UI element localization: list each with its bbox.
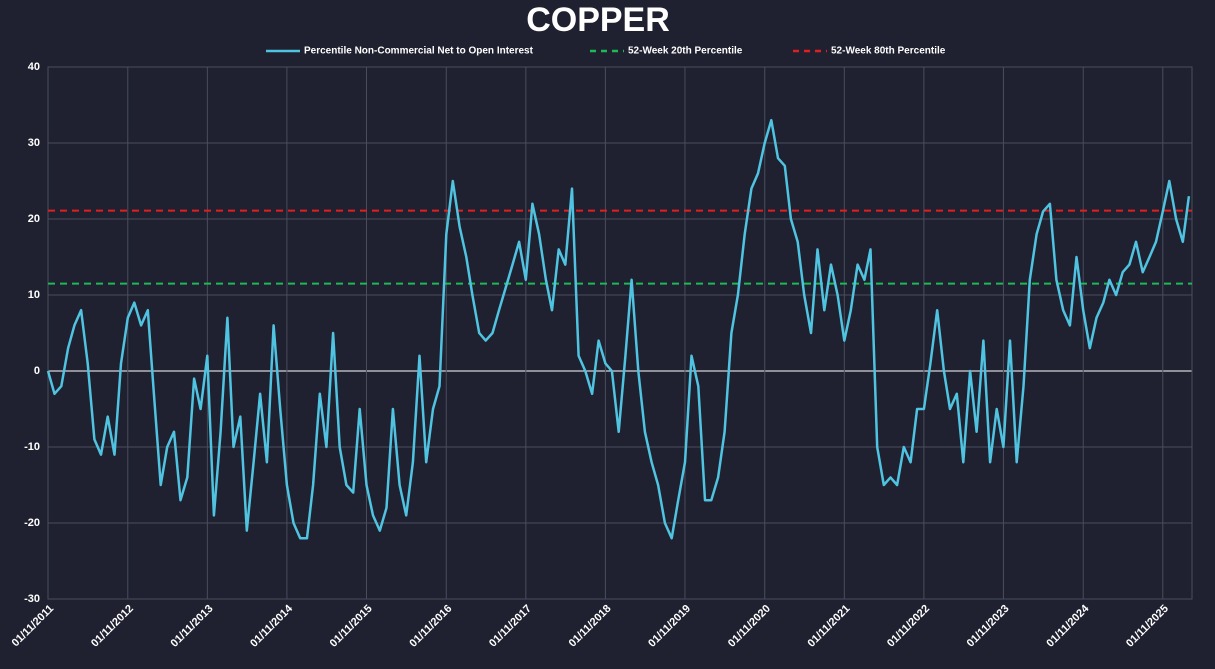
y-tick-label: -30	[24, 593, 40, 605]
chart-title: COPPER	[526, 1, 670, 39]
y-tick-label: -10	[24, 441, 40, 453]
y-tick-label: 30	[28, 137, 40, 149]
y-tick-label: 10	[28, 289, 40, 301]
y-tick-label: 20	[28, 213, 40, 225]
y-tick-label: 0	[34, 365, 40, 377]
legend-label: 52-Week 20th Percentile	[628, 46, 743, 57]
legend-label: 52-Week 80th Percentile	[831, 46, 946, 57]
data-line	[46, 118, 1191, 540]
y-tick-label: -20	[24, 517, 40, 529]
y-tick-label: 40	[28, 61, 40, 73]
plot-border	[47, 66, 1193, 600]
legend-label: Percentile Non-Commercial Net to Open In…	[304, 46, 534, 57]
